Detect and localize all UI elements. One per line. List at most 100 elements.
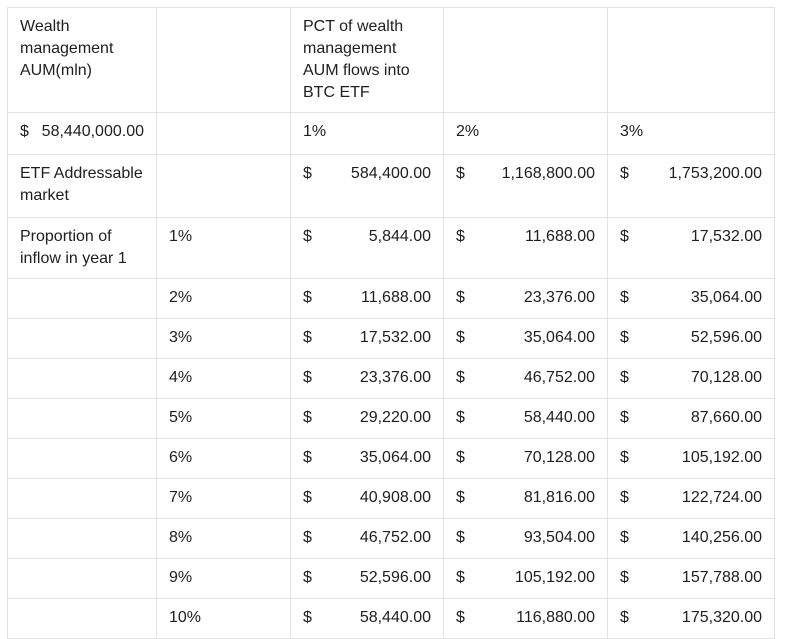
inflow-row: Proportion of inflow in year 1 1% $5,844…: [7, 217, 775, 279]
money-value: 35,064.00: [359, 449, 431, 466]
money-value: 35,064.00: [523, 329, 595, 346]
dollar-sign: $: [456, 165, 465, 182]
inflow-row: 5% $29,220.00 $58,440.00 $87,660.00: [7, 398, 775, 439]
money-value: 58,440.00: [359, 609, 431, 626]
inflow-value-cell: $17,532.00: [607, 217, 775, 279]
inflow-value-cell: $35,064.00: [443, 318, 608, 359]
money-value: 584,400.00: [350, 165, 431, 182]
money-value: 81,816.00: [523, 489, 595, 506]
money-value: 40,908.00: [359, 489, 431, 506]
inflow-value-cell: $23,376.00: [443, 278, 608, 319]
money-value: 1,168,800.00: [501, 165, 595, 182]
empty-cell: [607, 7, 775, 113]
dollar-sign: $: [303, 449, 312, 466]
addressable-value-2: $1,168,800.00: [443, 154, 608, 218]
inflow-row: 6% $35,064.00 $70,128.00 $105,192.00: [7, 438, 775, 479]
inflow-value-cell: $116,880.00: [443, 598, 608, 639]
pct-scenario-2-cell: 2%: [443, 112, 608, 155]
addressable-value-1: $584,400.00: [290, 154, 444, 218]
aum-value-row: $ 58,440,000.00 1% 2% 3%: [7, 112, 775, 155]
aum-total-cell: $ 58,440,000.00: [7, 112, 157, 155]
dollar-sign: $: [303, 228, 312, 245]
dollar-sign: $: [303, 369, 312, 386]
inflow-row: 2% $11,688.00 $23,376.00 $35,064.00: [7, 278, 775, 319]
dollar-sign: $: [303, 569, 312, 586]
money-value: 93,504.00: [523, 529, 595, 546]
dollar-sign: $: [456, 449, 465, 466]
money-value: 17,532.00: [690, 228, 762, 245]
money-value: 70,128.00: [523, 449, 595, 466]
inflow-value-cell: $70,128.00: [443, 438, 608, 479]
pct-header-cell: PCT of wealth management AUM flows into …: [290, 7, 444, 113]
inflow-value-cell: $29,220.00: [290, 398, 444, 439]
dollar-sign: $: [620, 609, 629, 626]
money-value: 1,753,200.00: [668, 165, 762, 182]
dollar-sign: $: [620, 289, 629, 306]
dollar-sign: $: [620, 369, 629, 386]
inflow-value-cell: $105,192.00: [443, 558, 608, 599]
dollar-sign: $: [303, 165, 312, 182]
inflow-value-cell: $70,128.00: [607, 358, 775, 399]
inflow-value-cell: $35,064.00: [607, 278, 775, 319]
inflow-pct-cell: 1%: [156, 217, 291, 279]
inflow-value-cell: $11,688.00: [443, 217, 608, 279]
money-value: 11,688.00: [361, 289, 431, 306]
inflow-pct-cell: 8%: [156, 518, 291, 559]
money-value: 29,220.00: [359, 409, 431, 426]
money-value: 5,844.00: [368, 228, 431, 245]
inflow-pct-cell: 5%: [156, 398, 291, 439]
money-value: 87,660.00: [690, 409, 762, 426]
inflow-value-cell: $5,844.00: [290, 217, 444, 279]
dollar-sign: $: [303, 529, 312, 546]
dollar-sign: $: [456, 369, 465, 386]
wealth-btc-etf-table: Wealth management AUM(mln) PCT of wealth…: [7, 7, 775, 639]
empty-cell: [7, 278, 157, 319]
dollar-sign: $: [620, 569, 629, 586]
inflow-value-cell: $11,688.00: [290, 278, 444, 319]
dollar-sign: $: [620, 489, 629, 506]
dollar-sign: $: [20, 123, 29, 140]
dollar-sign: $: [456, 228, 465, 245]
proportion-label-cell: Proportion of inflow in year 1: [7, 217, 157, 279]
dollar-sign: $: [456, 289, 465, 306]
money-value: 116,880.00: [516, 609, 595, 626]
inflow-value-cell: $52,596.00: [290, 558, 444, 599]
inflow-value-cell: $122,724.00: [607, 478, 775, 519]
empty-cell: [7, 598, 157, 639]
dollar-sign: $: [303, 609, 312, 626]
money-value: 157,788.00: [681, 569, 762, 586]
money-value: 52,596.00: [690, 329, 762, 346]
money-value: 46,752.00: [523, 369, 595, 386]
money-value: 58,440.00: [523, 409, 595, 426]
inflow-row: 9% $52,596.00 $105,192.00 $157,788.00: [7, 558, 775, 599]
inflow-value-cell: $46,752.00: [290, 518, 444, 559]
empty-cell: [7, 358, 157, 399]
money-value: 23,376.00: [359, 369, 431, 386]
inflow-pct-cell: 10%: [156, 598, 291, 639]
inflow-value-cell: $87,660.00: [607, 398, 775, 439]
dollar-sign: $: [620, 409, 629, 426]
dollar-sign: $: [456, 609, 465, 626]
aum-header-cell: Wealth management AUM(mln): [7, 7, 157, 113]
dollar-sign: $: [456, 529, 465, 546]
money-value: 70,128.00: [690, 369, 762, 386]
inflow-value-cell: $52,596.00: [607, 318, 775, 359]
empty-cell: [7, 558, 157, 599]
empty-cell: [156, 154, 291, 218]
dollar-sign: $: [303, 289, 312, 306]
inflow-value-cell: $40,908.00: [290, 478, 444, 519]
inflow-pct-cell: 3%: [156, 318, 291, 359]
inflow-pct-cell: 7%: [156, 478, 291, 519]
money-value: 11,688.00: [525, 228, 595, 245]
pct-scenario-3-cell: 3%: [607, 112, 775, 155]
inflow-value-cell: $175,320.00: [607, 598, 775, 639]
inflow-value-cell: $157,788.00: [607, 558, 775, 599]
inflow-row: 8% $46,752.00 $93,504.00 $140,256.00: [7, 518, 775, 559]
inflow-pct-cell: 9%: [156, 558, 291, 599]
inflow-value-cell: $81,816.00: [443, 478, 608, 519]
empty-cell: [156, 112, 291, 155]
inflow-row: 3% $17,532.00 $35,064.00 $52,596.00: [7, 318, 775, 359]
money-value: 17,532.00: [359, 329, 431, 346]
empty-cell: [7, 478, 157, 519]
